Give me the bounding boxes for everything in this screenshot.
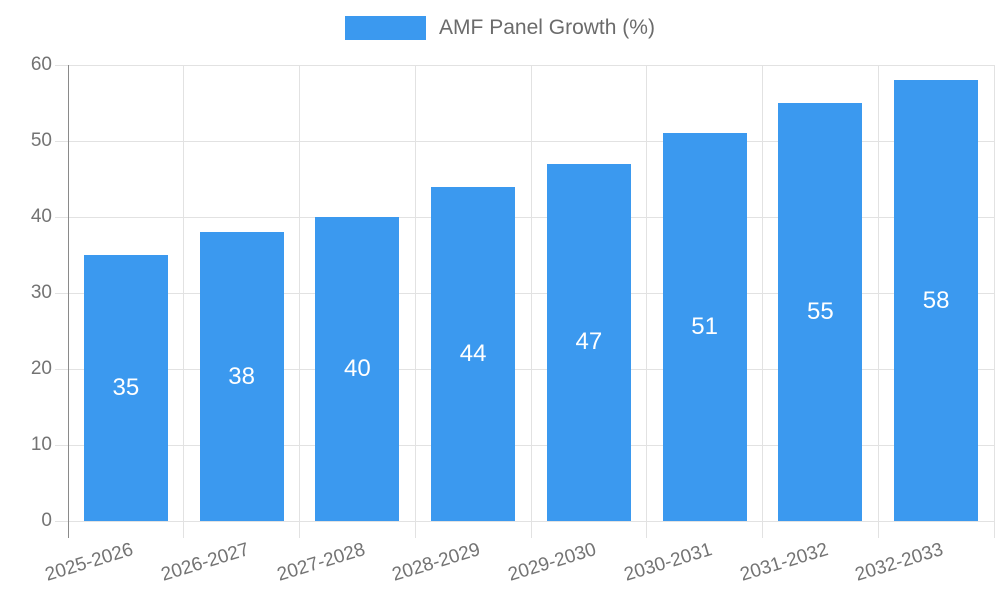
x-tick-label: 2032-2033: [852, 539, 946, 586]
y-tick: [55, 444, 68, 446]
x-tick: [646, 521, 648, 538]
y-tick-label: 20: [30, 358, 52, 379]
x-tick: [762, 521, 763, 538]
v-gridline: [414, 65, 416, 521]
v-gridline: [530, 65, 532, 521]
y-tick-label: 60: [30, 54, 52, 75]
legend-item[interactable]: AMF Panel Growth (%): [345, 16, 655, 40]
bar[interactable]: [431, 186, 516, 521]
y-tick: [55, 520, 68, 522]
x-tick-label: 2028-2029: [389, 539, 483, 586]
x-tick: [993, 521, 995, 538]
y-tick: [55, 292, 68, 294]
v-gridline: [993, 65, 995, 521]
v-gridline: [646, 65, 648, 521]
x-tick-label: 2030-2031: [621, 539, 715, 586]
y-axis-line: [67, 65, 69, 538]
bar[interactable]: [199, 232, 284, 521]
y-tick-label: 50: [30, 130, 52, 151]
y-tick-label: 40: [30, 206, 52, 227]
bar[interactable]: [662, 133, 747, 521]
v-gridline: [183, 65, 185, 521]
bar[interactable]: [778, 103, 863, 521]
y-tick-label: 0: [41, 510, 52, 531]
bar[interactable]: [546, 163, 631, 521]
legend-swatch: [345, 16, 427, 40]
v-gridline: [299, 65, 300, 521]
y-tick-label: 30: [30, 282, 52, 303]
x-tick: [530, 521, 532, 538]
x-tick-label: 2027-2028: [274, 539, 368, 586]
x-tick: [877, 521, 879, 538]
chart-legend: AMF Panel Growth (%): [0, 16, 1000, 40]
legend-label: AMF Panel Growth (%): [439, 16, 655, 39]
x-tick: [183, 521, 185, 538]
x-tick-label: 2025-2026: [42, 539, 136, 586]
bar[interactable]: [83, 255, 168, 521]
x-tick: [414, 521, 416, 538]
x-tick: [299, 521, 300, 538]
y-tick: [55, 64, 68, 66]
y-tick-label: 10: [30, 434, 52, 455]
y-tick: [55, 368, 68, 370]
x-tick-label: 2031-2032: [737, 539, 831, 586]
v-gridline: [877, 65, 879, 521]
x-tick-label: 2029-2030: [505, 539, 599, 586]
v-gridline: [762, 65, 763, 521]
bar[interactable]: [894, 80, 979, 521]
bar[interactable]: [315, 217, 400, 521]
x-tick-label: 2026-2027: [158, 539, 252, 586]
y-tick: [55, 140, 68, 142]
y-tick: [55, 216, 68, 218]
